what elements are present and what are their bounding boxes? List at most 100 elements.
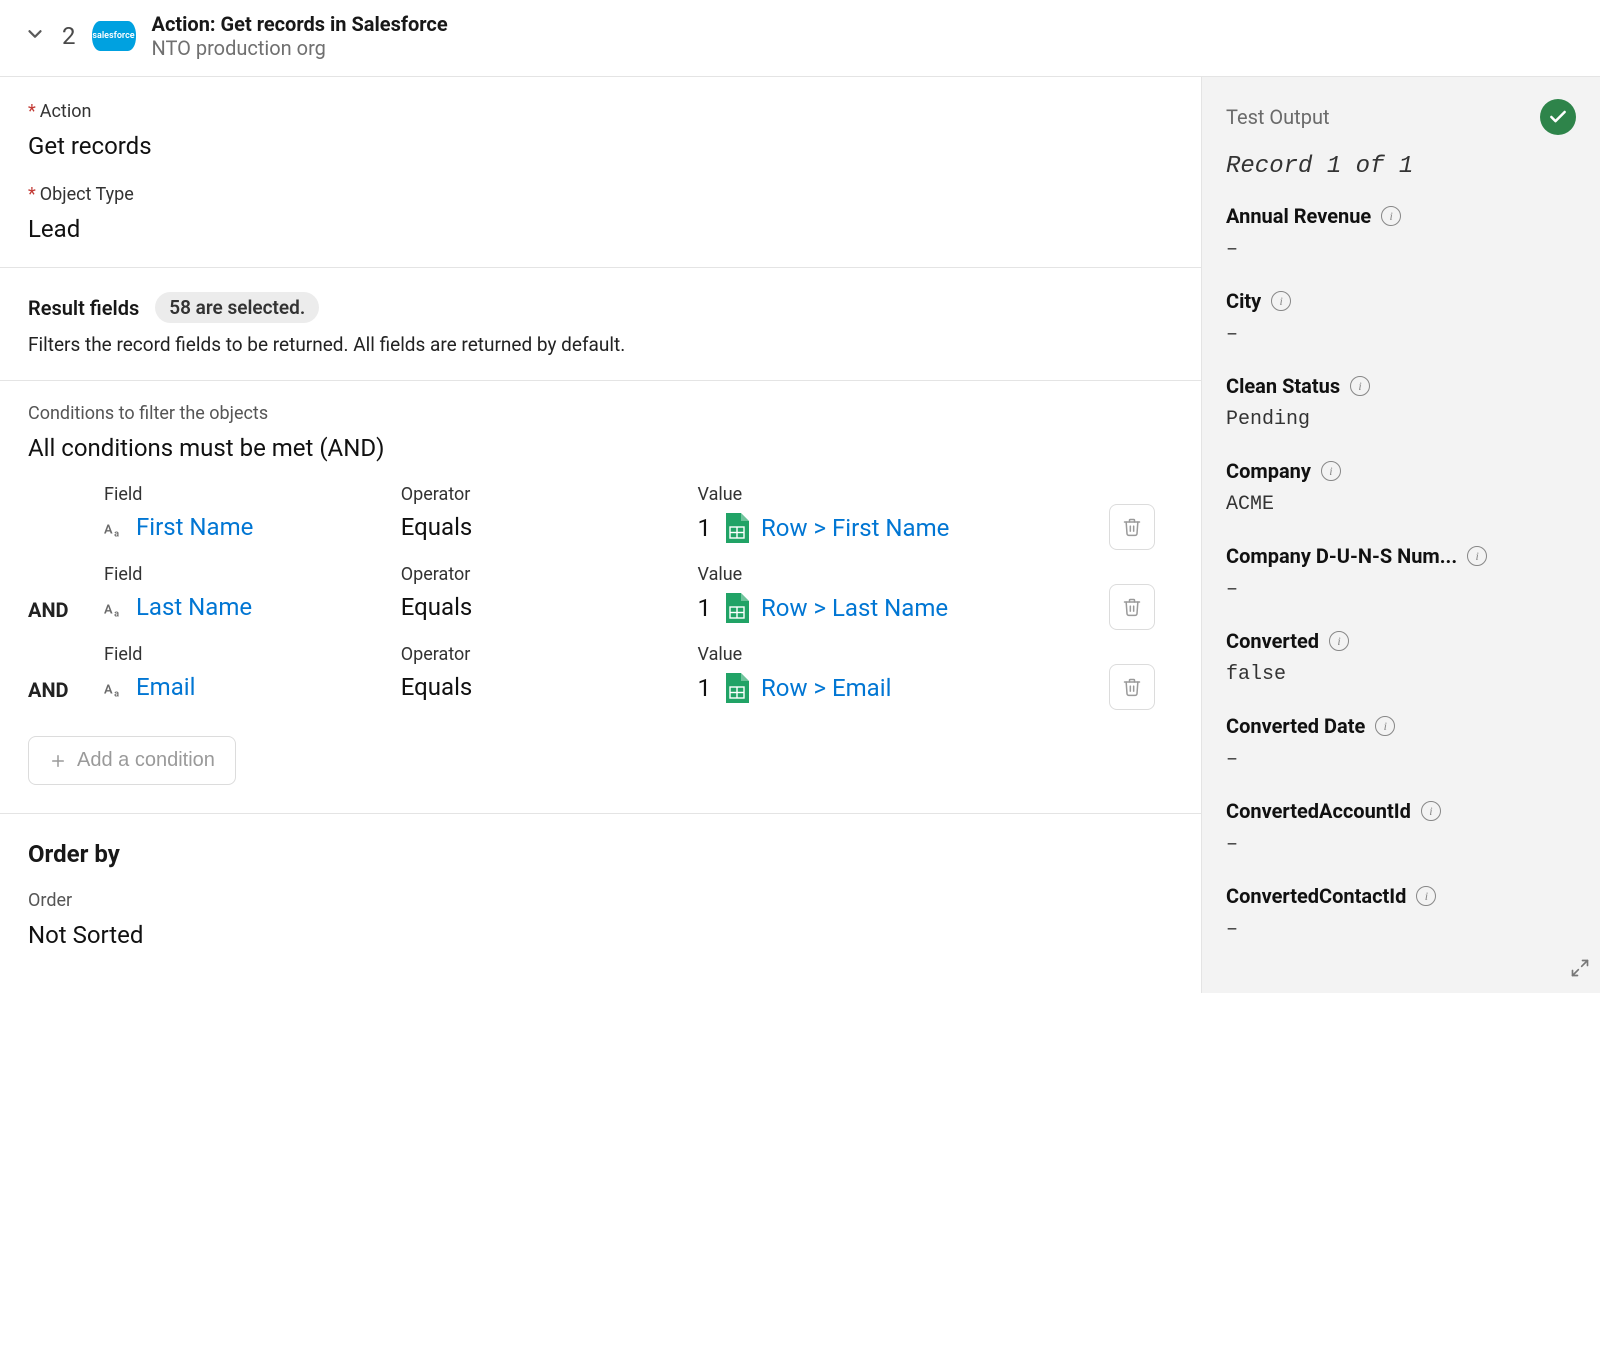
output-field-value: ACME (1226, 493, 1576, 516)
output-field-label: ConvertedAccountId (1226, 799, 1411, 823)
info-icon[interactable]: i (1321, 461, 1341, 481)
condition-value[interactable]: 1 Row > Email (698, 673, 1099, 703)
delete-condition-button[interactable] (1109, 664, 1155, 710)
add-condition-button[interactable]: Add a condition (28, 736, 236, 785)
condition-field-name: Email (136, 673, 195, 701)
conditions-value[interactable]: All conditions must be met (AND) (28, 434, 1173, 462)
svg-text:A: A (104, 523, 113, 538)
output-label-row: ConvertedContactId i (1226, 884, 1576, 908)
output-field-value: – (1226, 833, 1576, 856)
condition-row: ANDField Aa Email Operator EqualsValue 1… (28, 644, 1173, 710)
result-fields-pill[interactable]: 58 are selected. (155, 292, 319, 323)
info-icon[interactable]: i (1375, 716, 1395, 736)
sheet-icon (723, 673, 749, 703)
output-field-value: – (1226, 578, 1576, 601)
text-type-icon: Aa (104, 516, 126, 538)
info-icon[interactable]: i (1421, 801, 1441, 821)
output-field-label: Converted (1226, 629, 1319, 653)
step-header: 2 salesforce Action: Get records in Sale… (0, 0, 1600, 76)
output-field: City i – (1226, 289, 1576, 346)
action-value[interactable]: Get records (28, 132, 1173, 160)
condition-field-name: Last Name (136, 593, 252, 621)
output-field-value: – (1226, 238, 1576, 261)
and-connector: AND (28, 572, 94, 622)
success-check-icon (1540, 99, 1576, 135)
condition-row: AND Field Aa Last Name Operator Equals Val… (28, 564, 1173, 630)
field-header: Field (104, 564, 391, 585)
and-connector (28, 504, 94, 530)
expand-icon[interactable] (1570, 958, 1590, 983)
output-field-label: ConvertedContactId (1226, 884, 1406, 908)
condition-field[interactable]: Aa Email (104, 673, 391, 701)
value-reference: Row > First Name (761, 514, 949, 542)
side-header: Test Output (1226, 99, 1576, 135)
output-field: Company i ACME (1226, 459, 1576, 516)
operator-header: Operator (401, 564, 688, 585)
condition-operator-col: Operator Equals (401, 644, 688, 701)
result-fields-row: Result fields 58 are selected. (28, 292, 1173, 323)
object-type-label: Object Type (28, 184, 1173, 205)
output-field-label: City (1226, 289, 1261, 313)
info-icon[interactable]: i (1350, 376, 1370, 396)
value-header: Value (698, 644, 1099, 665)
sheet-icon (723, 513, 749, 543)
info-icon[interactable]: i (1467, 546, 1487, 566)
step-subtitle: NTO production org (152, 36, 448, 60)
svg-text:A: A (104, 683, 113, 698)
and-connector: AND (28, 652, 94, 702)
order-value[interactable]: Not Sorted (28, 921, 1173, 949)
output-label-row: Converted i (1226, 629, 1576, 653)
condition-field[interactable]: Aa First Name (104, 513, 391, 541)
value-reference: Row > Last Name (761, 594, 948, 622)
output-label-row: Company D-U-N-S Num... i (1226, 544, 1576, 568)
output-label-row: Annual Revenue i (1226, 204, 1576, 228)
value-header: Value (698, 564, 1099, 585)
test-output-title: Test Output (1226, 105, 1330, 129)
condition-operator[interactable]: Equals (401, 513, 688, 541)
text-type-icon: Aa (104, 596, 126, 618)
info-icon[interactable]: i (1271, 291, 1291, 311)
svg-text:a: a (114, 609, 119, 618)
condition-field[interactable]: Aa Last Name (104, 593, 391, 621)
step-number: 2 (62, 22, 76, 50)
conditions-grid: Field Aa First Name Operator EqualsValue… (28, 484, 1173, 710)
info-icon[interactable]: i (1381, 206, 1401, 226)
condition-operator[interactable]: Equals (401, 593, 688, 621)
test-output-panel: Test Output Record 1 of 1 Annual Revenue… (1202, 77, 1600, 993)
output-field-label: Converted Date (1226, 714, 1365, 738)
condition-value[interactable]: 1 Row > Last Name (698, 593, 1099, 623)
main-panel: Action Get records Object Type Lead Resu… (0, 77, 1202, 993)
output-field-label: Company (1226, 459, 1311, 483)
output-field-value: Pending (1226, 408, 1576, 431)
value-step-number: 1 (698, 514, 712, 542)
output-field: Company D-U-N-S Num... i – (1226, 544, 1576, 601)
condition-value-col: Value 1 Row > Email (698, 644, 1099, 703)
info-icon[interactable]: i (1329, 631, 1349, 651)
chevron-down-icon[interactable] (24, 23, 46, 50)
output-field: Converted Date i – (1226, 714, 1576, 771)
output-field-value: false (1226, 663, 1576, 686)
output-field: ConvertedContactId i – (1226, 884, 1576, 941)
delete-condition-button[interactable] (1109, 584, 1155, 630)
page-root: 2 salesforce Action: Get records in Sale… (0, 0, 1600, 993)
conditions-section: Conditions to filter the objects All con… (0, 381, 1201, 814)
condition-value[interactable]: 1 Row > First Name (698, 513, 1099, 543)
order-label: Order (28, 890, 1173, 911)
action-label: Action (28, 101, 1173, 122)
field-header: Field (104, 644, 391, 665)
condition-field-name: First Name (136, 513, 253, 541)
orderby-section: Order by Order Not Sorted (0, 814, 1201, 985)
condition-operator[interactable]: Equals (401, 673, 688, 701)
salesforce-logo-icon: salesforce (92, 21, 136, 51)
object-type-value[interactable]: Lead (28, 215, 1173, 243)
output-field-value: – (1226, 748, 1576, 771)
orderby-title: Order by (28, 840, 1173, 868)
delete-condition-button[interactable] (1109, 504, 1155, 550)
output-field: ConvertedAccountId i – (1226, 799, 1576, 856)
condition-field-col: Field Aa Email (104, 644, 391, 701)
condition-field-col: Field Aa First Name (104, 484, 391, 541)
operator-header: Operator (401, 644, 688, 665)
add-condition-label: Add a condition (77, 749, 215, 772)
info-icon[interactable]: i (1416, 886, 1436, 906)
sheet-icon (723, 593, 749, 623)
